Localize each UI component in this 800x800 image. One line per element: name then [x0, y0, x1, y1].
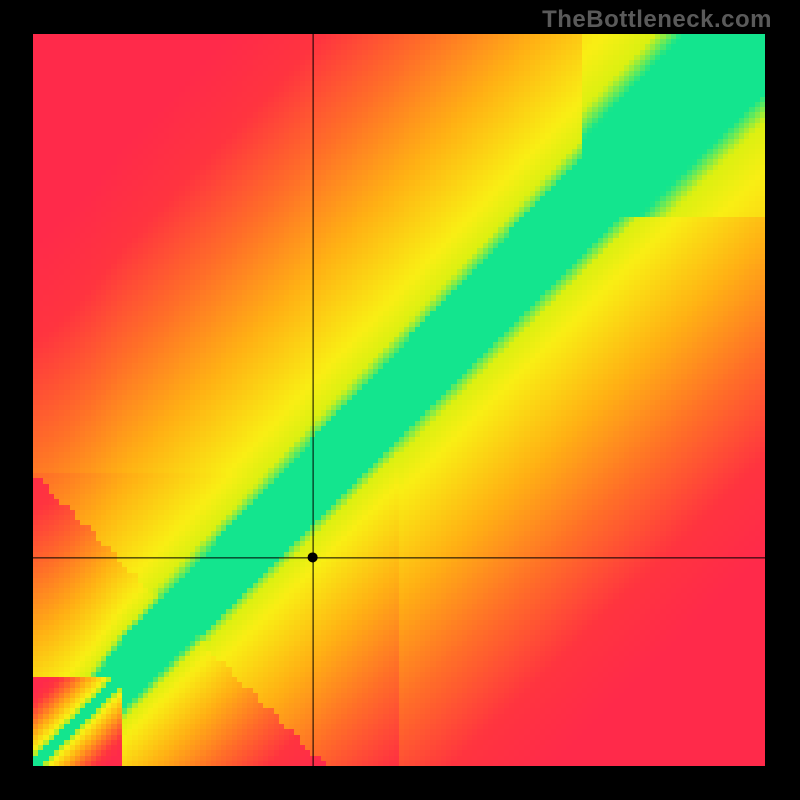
watermark-text: TheBottleneck.com: [542, 6, 772, 34]
bottleneck-heatmap: [33, 34, 765, 766]
